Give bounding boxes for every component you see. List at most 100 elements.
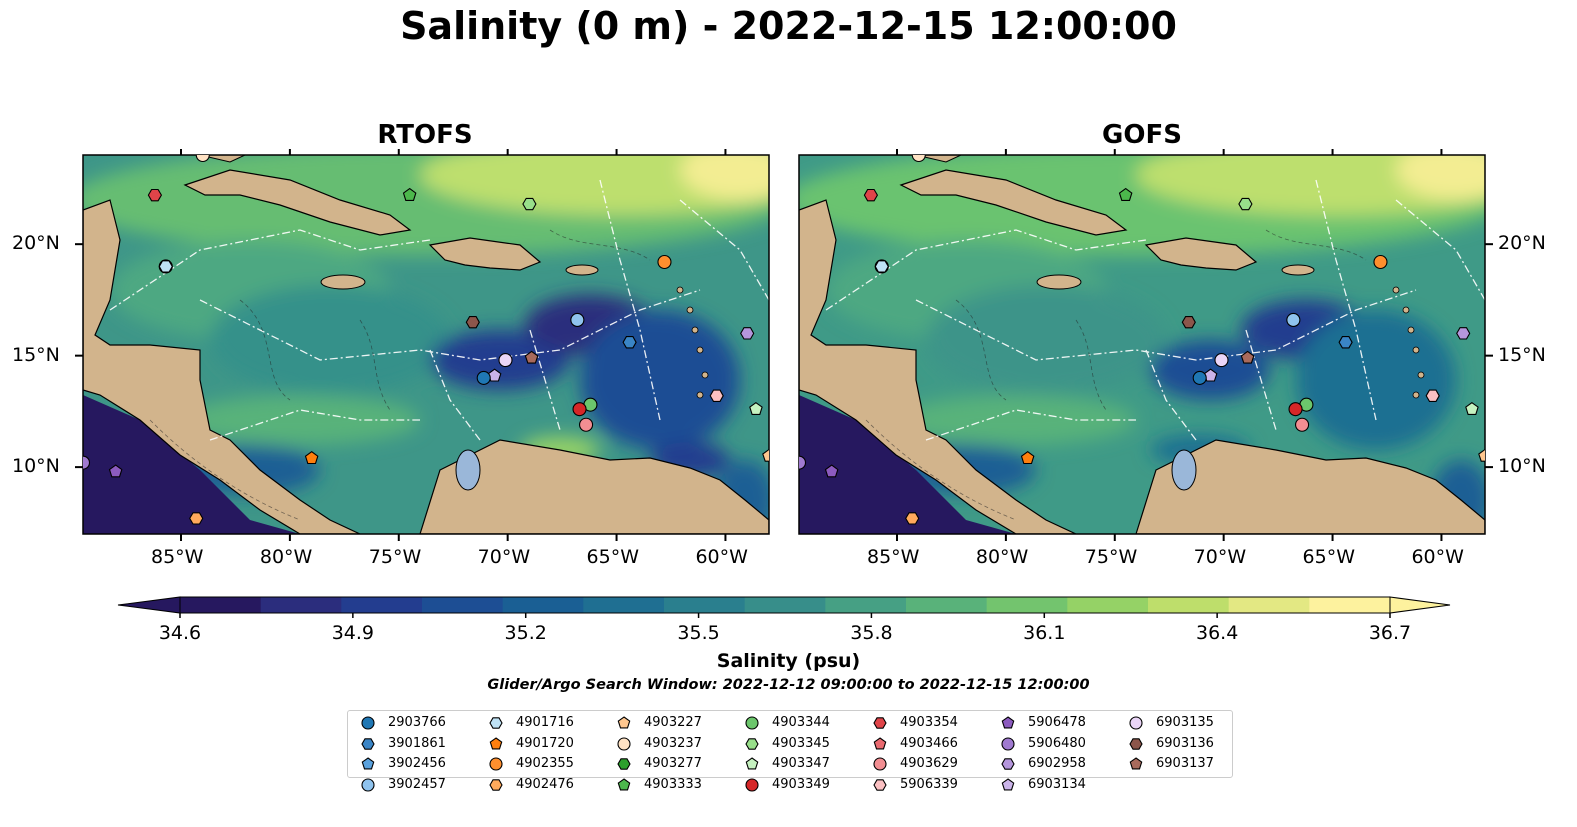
float-legend: 2903766 3901861 3902456 3902457 4901716 49017… [347,710,1233,792]
circle-marker-icon [1129,716,1143,730]
colorbar-tick-label: 36.1 [1023,622,1066,644]
float-marker-4903349 [1288,402,1303,417]
float-marker-4902476 [189,512,204,525]
float-marker-4903354 [147,188,163,202]
float-marker-4903333 [1118,187,1133,201]
legend-label: 6903135 [1156,715,1214,730]
colorbar-label: Salinity (psu) [716,650,861,672]
colorbar-tick-label: 36.4 [1195,622,1239,644]
map-panel-gofs [799,155,1485,534]
panel-title-rtofs: RTOFS [377,120,473,150]
float-marker-6903135 [1214,353,1229,368]
float-marker-6903134 [487,368,502,382]
float-marker-5906478 [108,464,123,478]
float-marker-3902457 [1286,312,1301,328]
x-tick-label: 60°W [695,546,748,568]
x-tick-label: 65°W [1302,546,1356,568]
x-tick-label: 75°W [368,546,422,568]
legend-label: 4903344 [772,715,830,730]
circle-marker-icon [617,736,631,751]
y-tick-label: 15°N [12,343,60,366]
float-marker-6903134 [1203,368,1218,382]
float-marker-3902457 [570,312,585,328]
colorbar-segment [583,597,665,613]
colorbar-segment [341,597,423,613]
panel-frame-gofs [798,154,1486,535]
hexagon-marker-icon [489,778,503,791]
colorbar-tick-label: 35.5 [677,622,720,644]
colorbar-segment [260,597,342,613]
x-tick-label: 70°W [1193,546,1247,568]
legend-label: 5906339 [900,776,958,792]
colorbar-segment [502,597,584,613]
float-marker-4902476 [905,512,920,525]
colorbar-segment [422,597,504,613]
colorbar-segment [825,597,907,613]
float-marker-2903766 [1192,370,1207,385]
colorbar-segment [744,597,826,613]
float-marker-4903227 [762,448,769,462]
legend-label: 4903629 [900,756,958,771]
circle-marker-icon [873,757,887,771]
float-marker-4902355 [1373,254,1388,270]
hexagon-marker-icon [1129,737,1143,750]
y-tick-label: 10°N [1498,455,1546,478]
salinity-field [799,155,1485,534]
colorbar-min-arrow [117,596,181,614]
legend-label: 4901720 [516,735,574,751]
hexagon-marker-icon [1001,758,1015,770]
colorbar-tick-label: 35.2 [504,622,547,644]
float-marker-5906480 [799,455,807,470]
legend-label: 4902355 [516,756,574,771]
float-marker-3901861 [622,336,637,349]
legend-label: 4903345 [772,735,830,751]
legend-label: 4903349 [772,776,830,792]
x-tick-label: 70°W [477,546,531,568]
hexagon-marker-icon [489,717,503,729]
legend-label: 2903766 [388,715,446,730]
float-marker-4903345 [522,197,537,211]
pentagon-marker-icon [745,757,759,770]
y-tick-label: 15°N [1498,343,1546,366]
float-marker-2903766 [476,370,491,385]
colorbar [117,596,1451,618]
legend-label: 3901861 [388,735,446,751]
colorbar-segment [180,597,262,613]
circle-marker-icon [361,777,375,792]
float-marker-4903345 [1238,197,1253,211]
y-tick-label: 20°N [1498,232,1546,255]
float-marker-4901716 [158,260,173,273]
legend-label: 4903227 [644,715,702,730]
x-tick-label: 80°W [975,546,1029,568]
x-tick-label: 85°W [151,546,204,568]
hexagon-marker-icon [745,737,759,750]
float-marker-4901720 [304,451,319,465]
float-marker-4902355 [657,254,672,270]
y-tick-label: 20°N [12,232,60,255]
float-marker-6903135 [498,353,513,368]
float-marker-5906480 [83,455,91,470]
axis-ticks [75,149,1493,541]
float-marker-4903227 [1478,448,1485,462]
float-marker-6903137 [1240,350,1255,364]
pentagon-marker-icon [1001,716,1015,729]
figure-title: Salinity (0 m) - 2022-12-15 12:00:00 [400,4,1177,48]
float-marker-4901720 [1020,451,1035,465]
colorbar-tick-label: 36.7 [1368,622,1412,644]
legend-label: 4901716 [516,715,574,730]
float-marker-4903347 [1465,402,1479,415]
search-window-text: Glider/Argo Search Window: 2022-12-12 09… [487,677,1090,693]
map-panel-rtofs [83,155,769,534]
float-marker-6902958 [740,327,755,340]
legend-label: 4903354 [900,715,958,730]
colorbar-segment [1228,597,1310,613]
colorbar-tick-label: 34.6 [158,622,202,644]
colorbar-segment [906,597,988,613]
legend-label: 5906478 [1028,715,1086,730]
float-marker-3901861 [1338,336,1353,349]
circle-marker-icon [489,757,503,771]
y-tick-label: 10°N [12,455,60,478]
float-marker-5906339 [1425,389,1440,402]
hexagon-marker-icon [873,778,887,791]
